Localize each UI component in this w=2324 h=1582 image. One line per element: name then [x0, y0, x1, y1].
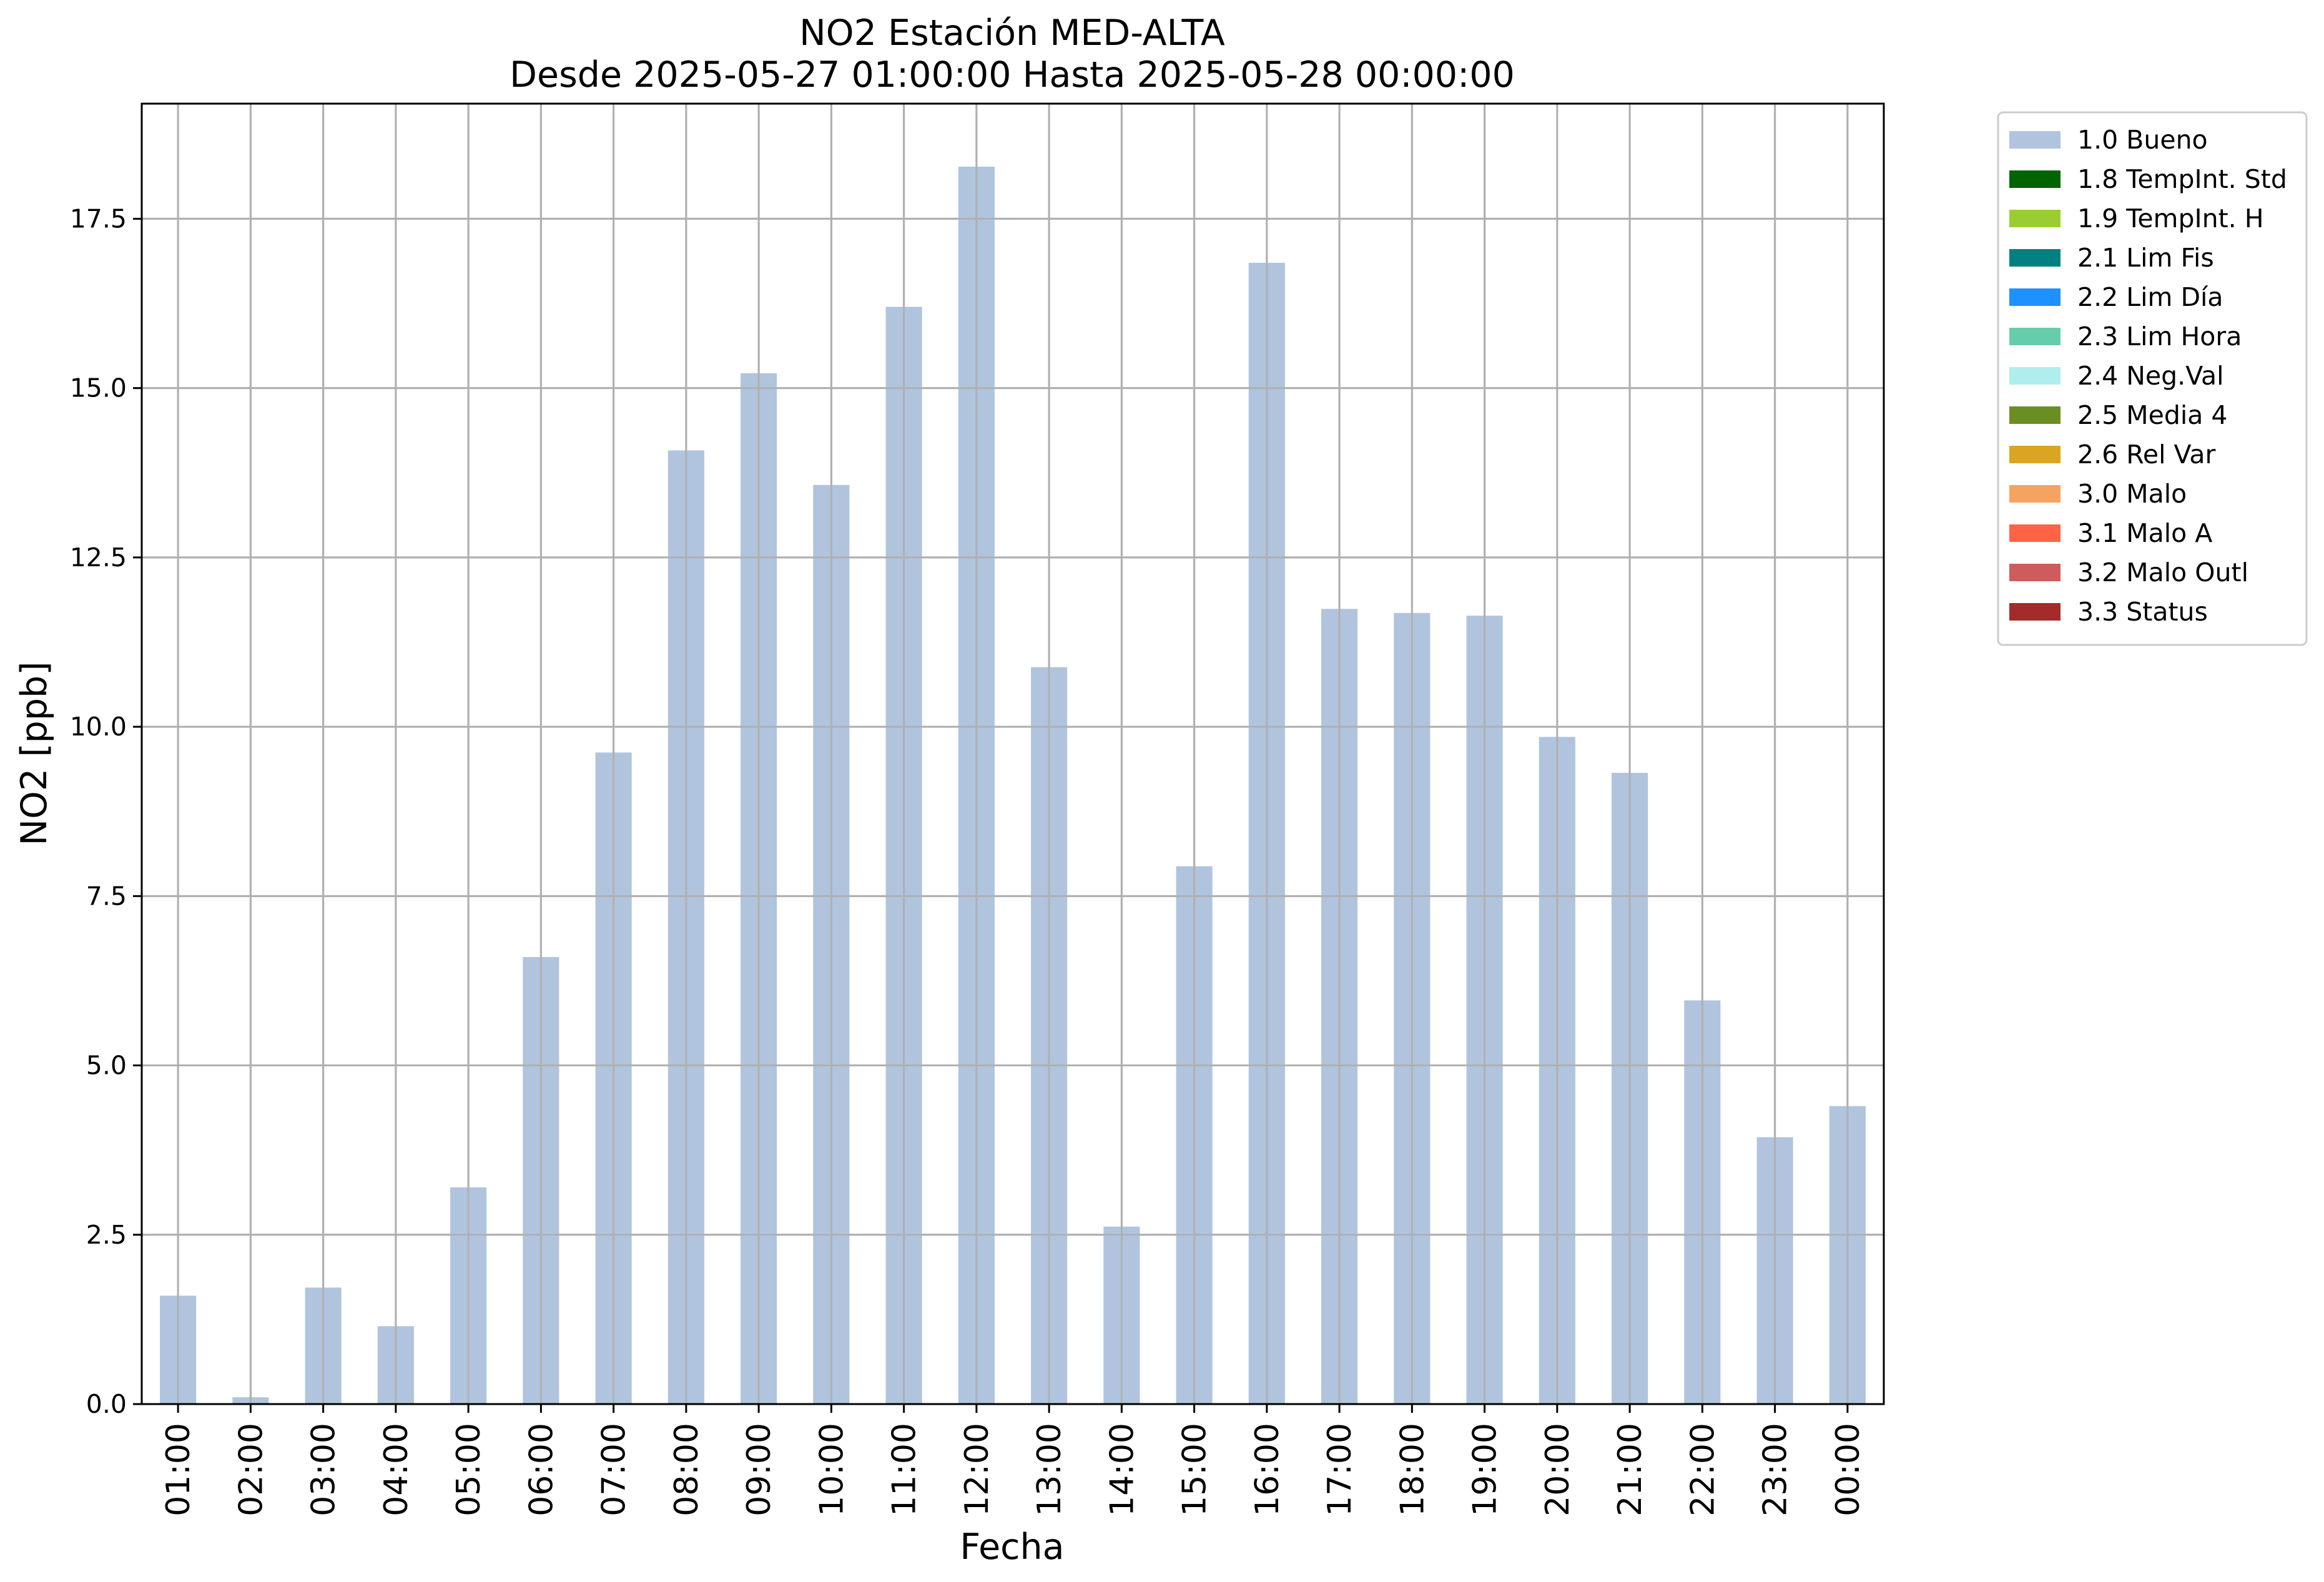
y-axis-ticks: 0.0 2.5 5.0 7.5 10.0 12.5 15.0 17.5 [70, 204, 142, 1419]
legend-label: 2.4 Neg.Val [2077, 361, 2224, 391]
y-tick-label: 12.5 [70, 543, 127, 572]
chart-title-line-1: NO2 Estación MED-ALTA [799, 12, 1225, 54]
x-tick-label: 11:00 [886, 1423, 923, 1516]
legend-label: 2.1 Lim Fis [2077, 243, 2214, 273]
y-tick-label: 0.0 [86, 1389, 127, 1419]
legend-swatch [2009, 131, 2061, 149]
legend-swatch [2009, 170, 2061, 188]
y-tick-label: 17.5 [70, 204, 127, 233]
bars [142, 104, 1884, 1405]
x-tick-label: 07:00 [596, 1423, 633, 1516]
x-tick-label: 04:00 [378, 1423, 415, 1516]
y-tick-label: 2.5 [86, 1220, 127, 1250]
x-tick-label: 19:00 [1467, 1423, 1504, 1516]
legend-label: 2.6 Rel Var [2077, 440, 2216, 469]
plot-frame [140, 102, 1885, 1405]
x-tick-label: 23:00 [1757, 1423, 1795, 1516]
legend-swatch [2009, 328, 2061, 345]
y-tick-label: 7.5 [86, 881, 127, 911]
x-tick-label: 10:00 [813, 1423, 850, 1516]
legend-swatch [2009, 603, 2061, 621]
legend-label: 1.8 TempInt. Std [2077, 164, 2287, 194]
x-tick-label: 13:00 [1031, 1423, 1068, 1516]
x-tick-label: 15:00 [1176, 1423, 1214, 1516]
x-tick-label: 17:00 [1321, 1423, 1359, 1516]
legend-swatch [2009, 564, 2061, 581]
legend-label: 1.0 Bueno [2077, 125, 2208, 155]
legend-label: 3.0 Malo [2077, 479, 2187, 509]
legend-label: 3.2 Malo Outl [2077, 558, 2248, 587]
legend-swatch [2009, 288, 2061, 306]
x-tick-label: 18:00 [1394, 1423, 1431, 1516]
legend-label: 1.9 TempInt. H [2077, 204, 2264, 233]
x-tick-label: 01:00 [160, 1423, 197, 1516]
chart-title-line-2: Desde 2025-05-27 01:00:00 Hasta 2025-05-… [510, 54, 1515, 96]
y-tick-label: 5.0 [86, 1051, 127, 1081]
legend-swatch [2009, 524, 2061, 542]
x-tick-label: 03:00 [305, 1423, 343, 1516]
legend-label: 3.1 Malo A [2077, 518, 2212, 548]
x-tick-label: 12:00 [958, 1423, 996, 1516]
legend-swatch [2009, 249, 2061, 267]
legend-label: 2.2 Lim Día [2077, 282, 2223, 312]
legend-swatch [2009, 367, 2061, 385]
legend-swatch [2009, 446, 2061, 463]
legend-swatch [2009, 485, 2061, 503]
legend-label: 2.5 Media 4 [2077, 400, 2228, 430]
legend-label: 2.3 Lim Hora [2077, 322, 2242, 351]
legend-swatch [2009, 210, 2061, 227]
y-tick-label: 15.0 [70, 373, 127, 403]
x-axis-ticks: 01:00 02:00 03:00 04:00 05:00 06:00 07:00 08:00… [160, 1404, 1867, 1516]
x-tick-label: 02:00 [232, 1423, 270, 1516]
x-tick-label: 22:00 [1684, 1423, 1721, 1516]
x-tick-label: 00:00 [1829, 1423, 1867, 1516]
x-tick-label: 20:00 [1539, 1423, 1577, 1516]
x-tick-label: 06:00 [523, 1423, 560, 1516]
x-axis-label: Fecha [960, 1526, 1064, 1568]
y-axis-label: NO2 [ppb] [14, 662, 55, 846]
legend-frame [1997, 111, 2308, 646]
y-tick-label: 10.0 [70, 712, 127, 742]
legend: 1.0 Bueno 1.8 TempInt. Std 1.9 TempInt. H 2… [1997, 111, 2308, 646]
x-tick-label: 09:00 [741, 1423, 778, 1516]
x-tick-label: 14:00 [1103, 1423, 1141, 1516]
x-tick-label: 21:00 [1612, 1423, 1649, 1516]
legend-label: 3.3 Status [2077, 597, 2208, 627]
x-tick-label: 16:00 [1249, 1423, 1286, 1516]
legend-swatch [2009, 406, 2061, 424]
x-tick-label: 08:00 [668, 1423, 706, 1516]
x-tick-label: 05:00 [450, 1423, 488, 1516]
